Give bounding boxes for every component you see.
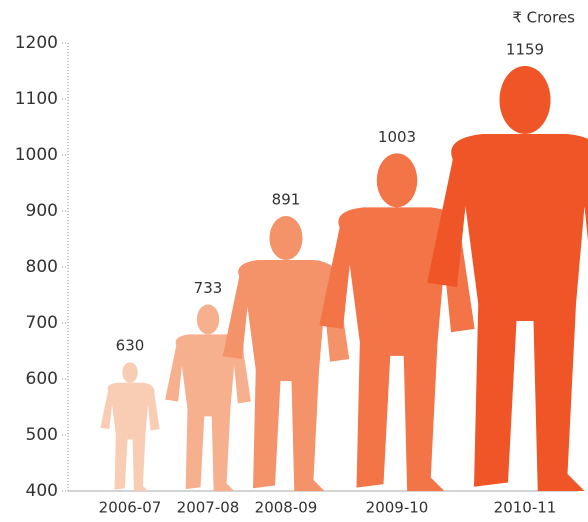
value-label: 891	[272, 191, 301, 209]
y-tick-label: 900	[26, 201, 58, 221]
y-tick-label: 1100	[15, 89, 58, 109]
y-tick-label: 1000	[15, 145, 58, 165]
y-tick-label: 500	[26, 425, 58, 445]
value-label: 1159	[506, 40, 544, 58]
y-tick-label: 400	[26, 481, 58, 501]
person-figure	[100, 362, 160, 491]
x-tick-label: 2009-10	[366, 499, 429, 517]
y-tick-label: 1200	[15, 33, 58, 53]
x-tick-label: 2008-09	[255, 499, 318, 517]
x-tick-label: 2006-07	[99, 499, 162, 517]
y-tick-label: 600	[26, 369, 58, 389]
value-label: 1003	[378, 128, 416, 146]
unit-label: ₹ Crores	[512, 9, 575, 27]
person-figure	[222, 216, 350, 492]
x-tick-label: 2010-11	[494, 499, 557, 517]
person-figure	[319, 153, 475, 491]
y-tick-label: 800	[26, 257, 58, 277]
x-tick-label: 2007-08	[177, 499, 240, 517]
person-figure	[427, 65, 588, 492]
value-label: 630	[116, 337, 145, 355]
value-label: 733	[194, 279, 223, 297]
y-tick-label: 700	[26, 313, 58, 333]
